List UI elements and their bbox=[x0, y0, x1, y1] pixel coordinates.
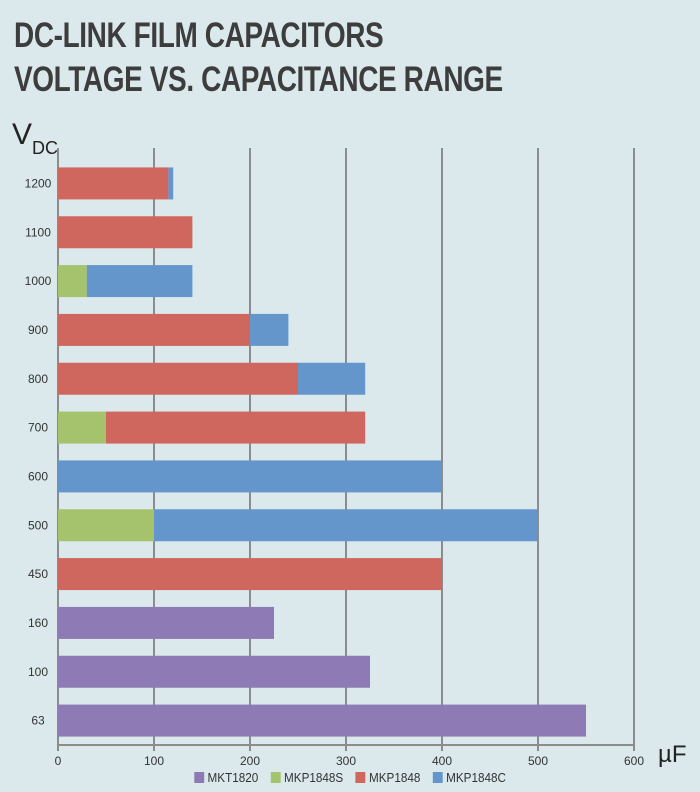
legend-swatch bbox=[355, 772, 366, 783]
chart-title-line-2: VOLTAGE VS. CAPACITANCE RANGE bbox=[14, 60, 503, 99]
x-axis-label: µF bbox=[658, 741, 687, 768]
bar-segment-mkt1820 bbox=[58, 704, 586, 737]
legend: MKT1820 MKP1848S MKP1848 MKP1848C bbox=[35, 770, 665, 785]
legend-swatch bbox=[432, 772, 443, 783]
y-tick-label: 700 bbox=[28, 421, 48, 435]
x-tick-label: 200 bbox=[240, 754, 260, 768]
bar-segment-mkp1848s bbox=[58, 265, 87, 298]
legend-label: MKT1820 bbox=[207, 770, 259, 785]
bar-segment-mkp1848 bbox=[106, 411, 366, 444]
legend-swatch bbox=[194, 772, 204, 783]
x-tick-label: 500 bbox=[528, 754, 548, 768]
y-axis-label-sub: DC bbox=[32, 138, 59, 158]
y-tick-label: 1200 bbox=[25, 176, 52, 190]
legend-item: MKP1848C bbox=[432, 770, 506, 785]
bar-segment-mkp1848 bbox=[58, 167, 169, 200]
y-tick-label: 1100 bbox=[25, 225, 51, 239]
bar-segment-mkp1848c bbox=[86, 265, 193, 298]
bar-segment-mkp1848c bbox=[58, 460, 442, 493]
y-axis-label: VDC bbox=[12, 118, 58, 159]
y-tick-label: 500 bbox=[28, 518, 48, 532]
bar-segment-mkp1848s bbox=[58, 509, 154, 542]
x-tick-label: 100 bbox=[144, 754, 164, 768]
x-tick-label: 600 bbox=[624, 754, 644, 768]
x-tick-label: 0 bbox=[55, 754, 62, 768]
bar-segment-mkp1848c bbox=[168, 167, 174, 200]
x-tick-label: 400 bbox=[432, 754, 452, 768]
bar-segment-mkp1848c bbox=[250, 313, 289, 346]
bar-segment-mkp1848c bbox=[298, 362, 366, 395]
legend-label: MKP1848 bbox=[368, 770, 421, 785]
bar-segment-mkp1848 bbox=[58, 313, 250, 346]
y-tick-label: 800 bbox=[28, 372, 48, 386]
bar-segment-mkt1820 bbox=[58, 655, 370, 688]
legend-item: MKP1848S bbox=[270, 770, 344, 785]
x-tick-label: 300 bbox=[336, 754, 356, 768]
y-tick-label: 160 bbox=[28, 616, 48, 630]
bar-segment-mkp1848 bbox=[58, 216, 193, 249]
bar-segment-mkp1848 bbox=[58, 362, 298, 395]
y-tick-label: 600 bbox=[28, 469, 48, 483]
legend-item: MKP1848 bbox=[355, 770, 420, 785]
y-tick-label: 63 bbox=[31, 714, 45, 728]
bar-segment-mkp1848c bbox=[154, 509, 538, 542]
bar-segment-mkp1848 bbox=[58, 558, 442, 591]
legend-label: MKP1848S bbox=[284, 770, 344, 785]
y-tick-label: 100 bbox=[28, 665, 48, 679]
y-tick-label: 1000 bbox=[25, 274, 52, 288]
legend-label: MKP1848C bbox=[446, 770, 506, 785]
y-tick-label: 450 bbox=[28, 567, 48, 581]
bar-segment-mkt1820 bbox=[58, 606, 274, 639]
chart-title-line-1: DC-LINK FILM CAPACITORS bbox=[14, 16, 384, 55]
y-tick-label: 900 bbox=[28, 323, 48, 337]
bar-segment-mkp1848s bbox=[58, 411, 106, 444]
legend-item: MKT1820 bbox=[194, 770, 258, 785]
legend-swatch bbox=[270, 772, 281, 783]
y-axis-label-main: V bbox=[12, 118, 33, 151]
